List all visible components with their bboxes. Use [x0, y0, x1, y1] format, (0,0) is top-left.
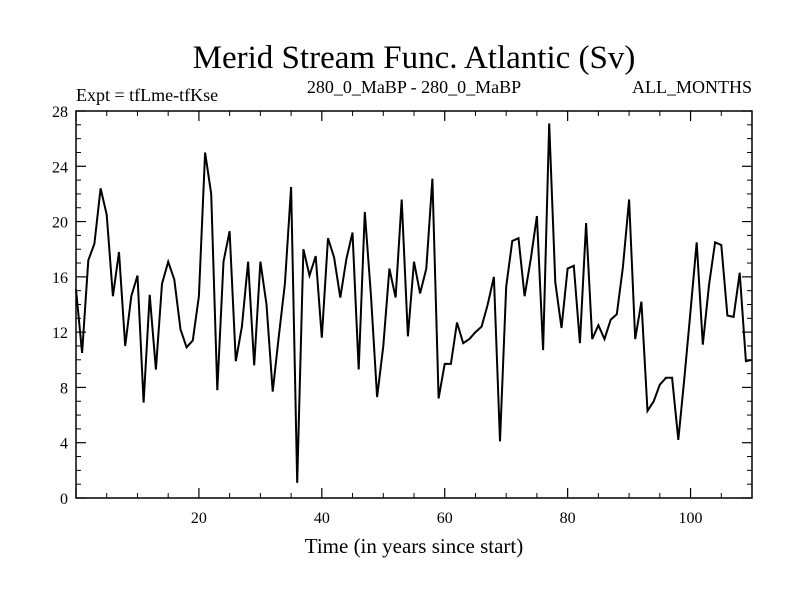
data-series [75, 123, 753, 483]
x-axis-label: Time (in years since start) [305, 534, 524, 558]
x-axis: 20 40 60 80 100 [75, 111, 753, 527]
x-tick-label: 60 [437, 510, 453, 527]
chart-subtitle-center: 280_0_MaBP - 280_0_MaBP [307, 77, 521, 97]
chart-subtitle-left: Expt = tfLme-tfKse [76, 85, 218, 105]
y-tick-label: 12 [52, 325, 68, 342]
series-line [75, 123, 753, 483]
y-tick-label: 4 [60, 436, 68, 453]
chart-subtitle-right: ALL_MONTHS [632, 77, 752, 97]
y-tick-label: 28 [52, 104, 68, 121]
x-tick-label: 100 [679, 510, 703, 527]
x-tick-label: 80 [560, 510, 576, 527]
y-axis: 0 4 8 12 16 20 24 28 [52, 104, 752, 508]
y-tick-label: 0 [60, 491, 68, 508]
x-tick-label: 20 [191, 510, 207, 527]
y-tick-label: 24 [52, 159, 68, 176]
y-tick-label: 20 [52, 215, 68, 232]
chart-title: Merid Stream Func. Atlantic (Sv) [193, 40, 636, 76]
x-tick-label: 40 [314, 510, 330, 527]
y-tick-label: 8 [60, 380, 68, 397]
y-tick-label: 16 [52, 270, 68, 287]
